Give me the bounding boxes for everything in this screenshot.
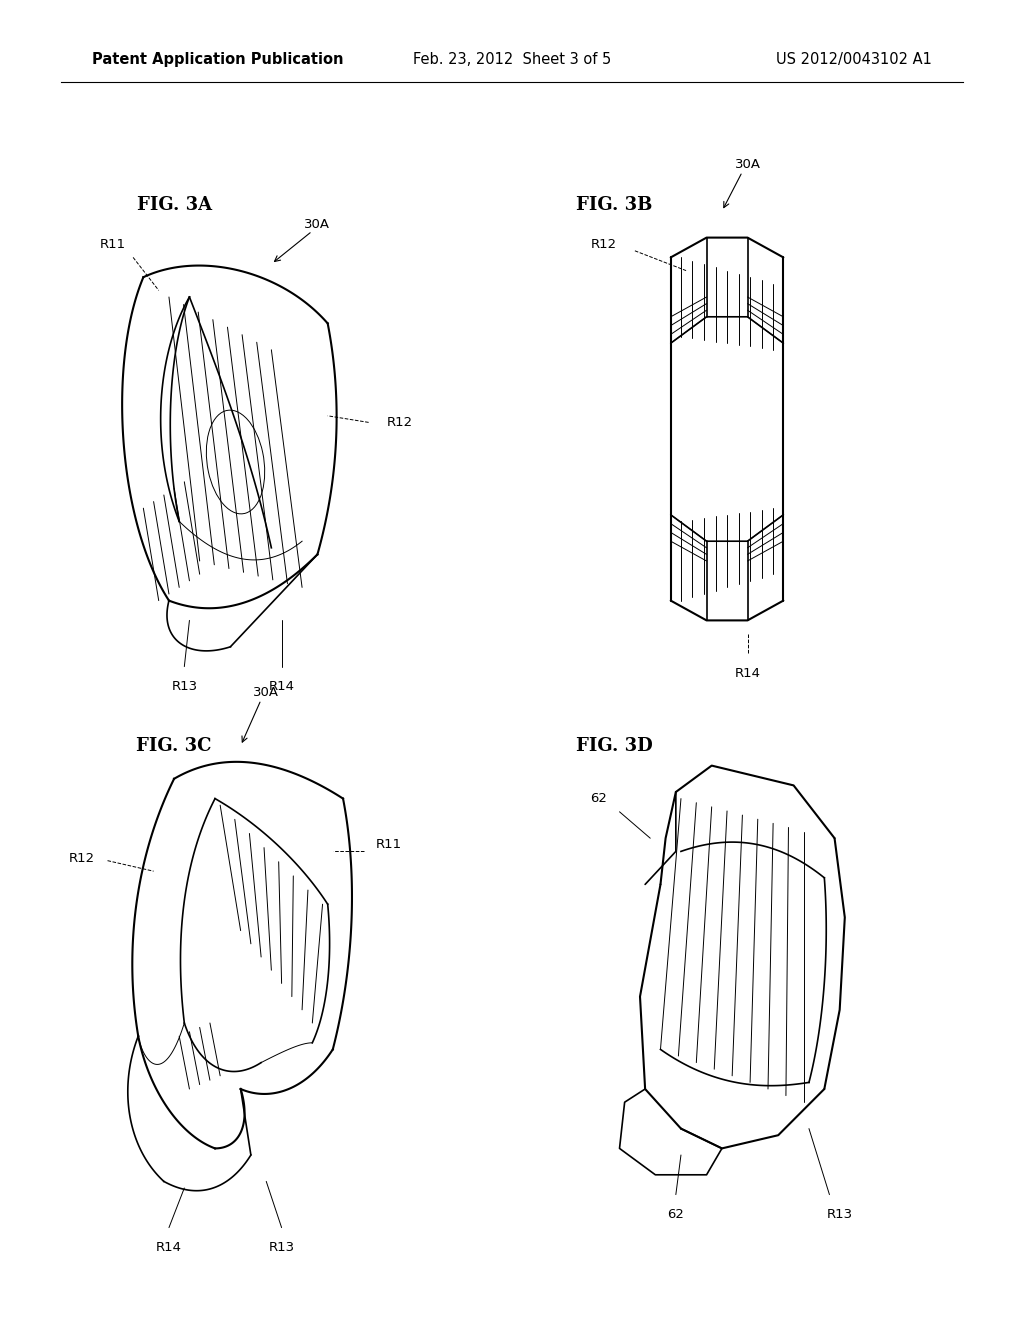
Text: 62: 62 — [591, 792, 607, 805]
Text: R12: R12 — [591, 238, 617, 251]
Text: R12: R12 — [69, 851, 95, 865]
Text: FIG. 3A: FIG. 3A — [136, 195, 212, 214]
Text: FIG. 3C: FIG. 3C — [136, 737, 212, 755]
Text: US 2012/0043102 A1: US 2012/0043102 A1 — [776, 51, 932, 67]
Text: 30A: 30A — [253, 686, 280, 700]
Text: R11: R11 — [376, 838, 402, 851]
Text: R14: R14 — [268, 680, 295, 693]
Text: Patent Application Publication: Patent Application Publication — [92, 51, 344, 67]
Text: 30A: 30A — [304, 218, 331, 231]
Text: Feb. 23, 2012  Sheet 3 of 5: Feb. 23, 2012 Sheet 3 of 5 — [413, 51, 611, 67]
Text: 62: 62 — [668, 1208, 684, 1221]
Text: R14: R14 — [734, 667, 761, 680]
Text: R14: R14 — [156, 1241, 182, 1254]
Text: R13: R13 — [171, 680, 198, 693]
Text: FIG. 3B: FIG. 3B — [577, 195, 652, 214]
Text: 30A: 30A — [734, 158, 761, 172]
Text: R13: R13 — [268, 1241, 295, 1254]
Text: FIG. 3D: FIG. 3D — [577, 737, 652, 755]
Text: R11: R11 — [99, 238, 126, 251]
Text: R13: R13 — [826, 1208, 853, 1221]
Text: R12: R12 — [386, 416, 413, 429]
